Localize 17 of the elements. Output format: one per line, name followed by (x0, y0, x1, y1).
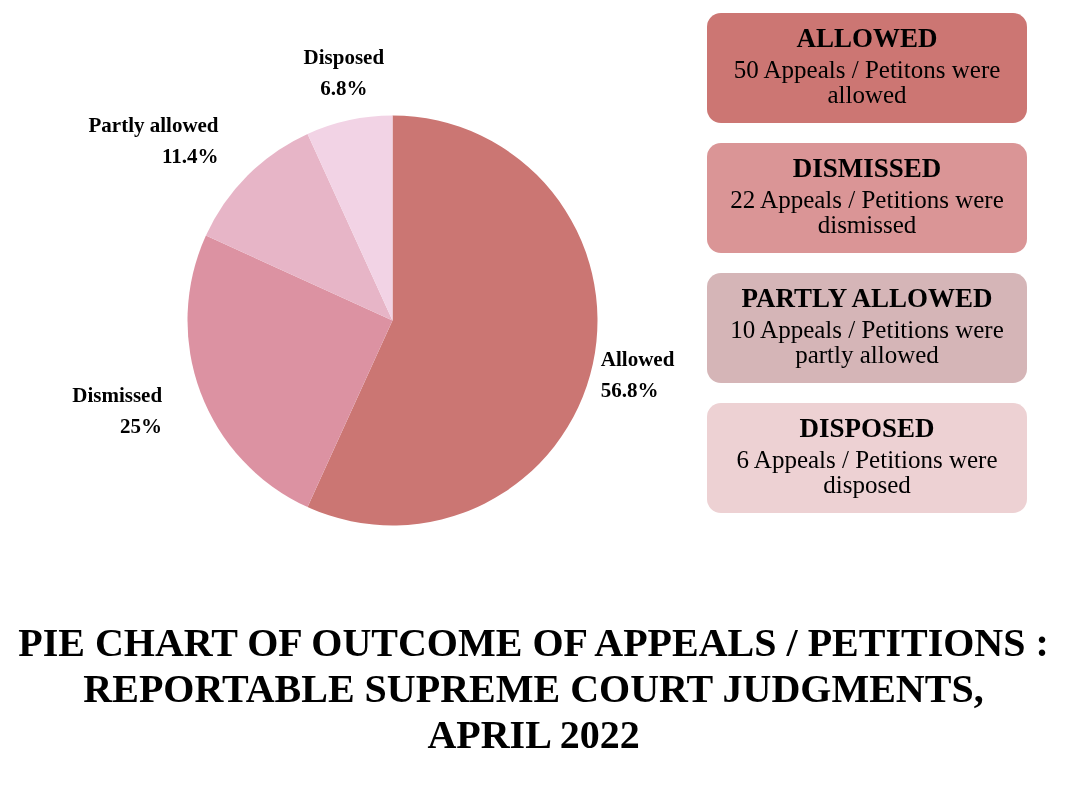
text: PARTLY ALLOWED (740, 283, 994, 313)
slice-label: Allowed (600, 347, 675, 372)
chart-title: PIE CHART OF OUTCOME OF APPEALS / PETITIONS : REPORTABLE SUPREME COURT JUDGMENTS, APRIL 2022 (18, 620, 1049, 757)
text: DISMISSED (791, 153, 943, 183)
text: 10 Appeals / Petitions were partly allowed (729, 316, 1005, 368)
text: DISPOSED (798, 413, 936, 443)
slice-label: Disposed (303, 44, 385, 69)
data-label: 56.8% (600, 378, 659, 403)
text: 50 Appeals / Petitons were allowed (732, 56, 1002, 108)
slice-label: Partly allowed (88, 113, 219, 138)
text: 6 Appeals / Petitions were disposed (735, 446, 999, 498)
data-label: 11.4% (161, 144, 219, 169)
text: ALLOWED (795, 23, 939, 53)
data-label: 25% (120, 413, 163, 438)
data-label: 6.8% (320, 75, 368, 100)
slice-label: Dismissed (72, 382, 163, 407)
text: 22 Appeals / Petitions were dismissed (729, 186, 1005, 238)
